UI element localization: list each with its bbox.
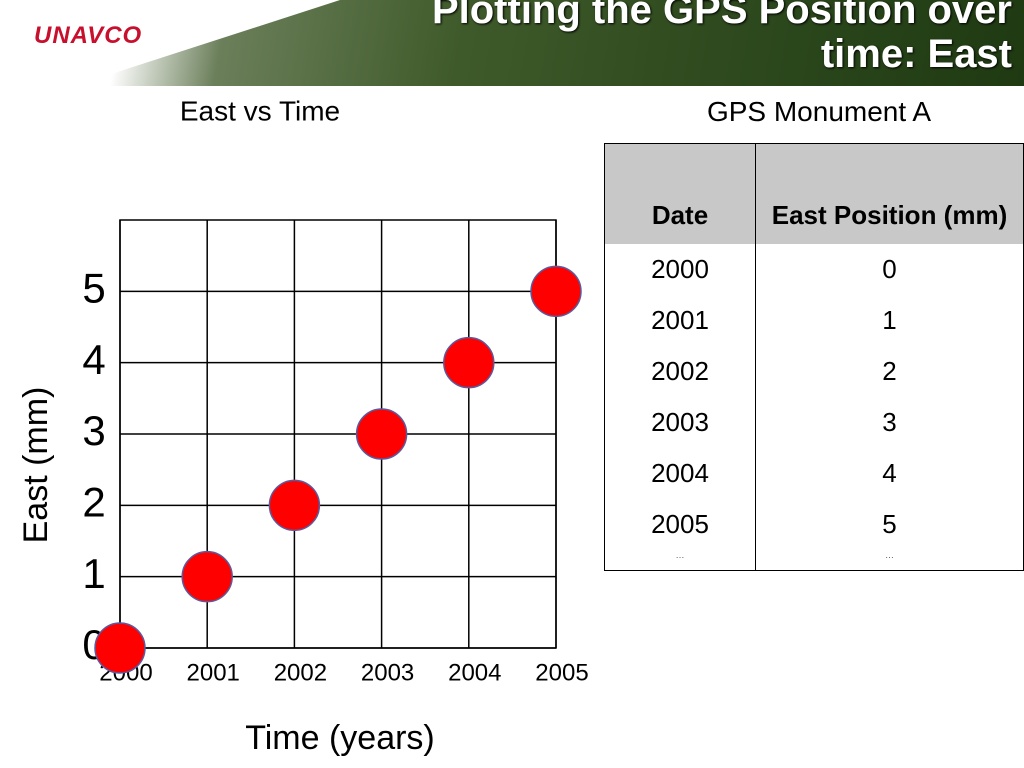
- y-tick-label: 5: [82, 264, 105, 311]
- data-point: [530, 265, 582, 318]
- table-row: 2003 3: [604, 397, 1024, 448]
- chart-title: East vs Time: [180, 95, 340, 126]
- y-axis-label: East (mm): [17, 387, 55, 544]
- table-cell: 5: [755, 499, 1024, 550]
- table-cell: …: [755, 550, 1024, 571]
- data-point: [355, 408, 408, 460]
- table-cell: 2005: [604, 499, 756, 550]
- table-cell: 3: [755, 397, 1024, 448]
- x-axis-label: Time (years): [245, 719, 435, 757]
- table-cell: 0: [755, 244, 1024, 295]
- table-row: ……: [604, 550, 1024, 571]
- data-point: [94, 622, 146, 674]
- table-cell: 4: [755, 448, 1024, 499]
- table-cell: 2: [755, 346, 1024, 397]
- data-point: [268, 479, 321, 532]
- column-header: East Position (mm): [755, 143, 1024, 244]
- data-table: Date East Position (mm) 2000 0 2001 1 2002 2 200…: [604, 143, 1024, 571]
- table-cell: 1: [755, 295, 1024, 346]
- table-caption: GPS Monument A: [706, 96, 932, 127]
- table-row: 2005 5: [604, 499, 1024, 550]
- table-header: Date East Position (mm): [604, 143, 1024, 244]
- table-row: 2002 2: [604, 346, 1024, 397]
- table-row: 2001 1: [604, 295, 1024, 346]
- x-tick-label: 2001: [187, 659, 240, 686]
- table-cell: 2000: [604, 244, 756, 295]
- header: UNAVCO Plotting the GPS Position over ti…: [0, 0, 1024, 86]
- y-tick-label: 2: [82, 478, 105, 525]
- table-cell: 2004: [604, 448, 756, 499]
- chart: East vs Time Time (years) East (mm) 0123…: [17, 95, 589, 757]
- column-header: Date: [604, 143, 756, 244]
- data-point: [443, 336, 495, 389]
- table-cell: 2003: [604, 397, 756, 448]
- x-tick-label: 2003: [361, 659, 414, 686]
- header-wedge: [0, 0, 340, 86]
- y-tick-label: 1: [82, 550, 105, 597]
- x-tick-label: 2004: [448, 659, 501, 686]
- table-cell: 2002: [604, 346, 756, 397]
- table-row: 2004 4: [604, 448, 1024, 499]
- x-tick-label: 2005: [535, 659, 588, 686]
- x-tick-label: 2002: [274, 659, 327, 686]
- table-body: 2000 0 2001 1 2002 2 2003 3 2004 4 2005 5……: [604, 244, 1024, 571]
- table-row: 2000 0: [604, 244, 1024, 295]
- y-tick-label: 4: [82, 336, 105, 383]
- slide-title: Plotting the GPS Position over time: Eas…: [431, 0, 1012, 76]
- table-cell: 2001: [604, 295, 756, 346]
- logo: UNAVCO: [34, 22, 143, 49]
- y-tick-label: 3: [82, 407, 105, 454]
- table-cell: …: [604, 550, 756, 571]
- data-point: [181, 550, 233, 603]
